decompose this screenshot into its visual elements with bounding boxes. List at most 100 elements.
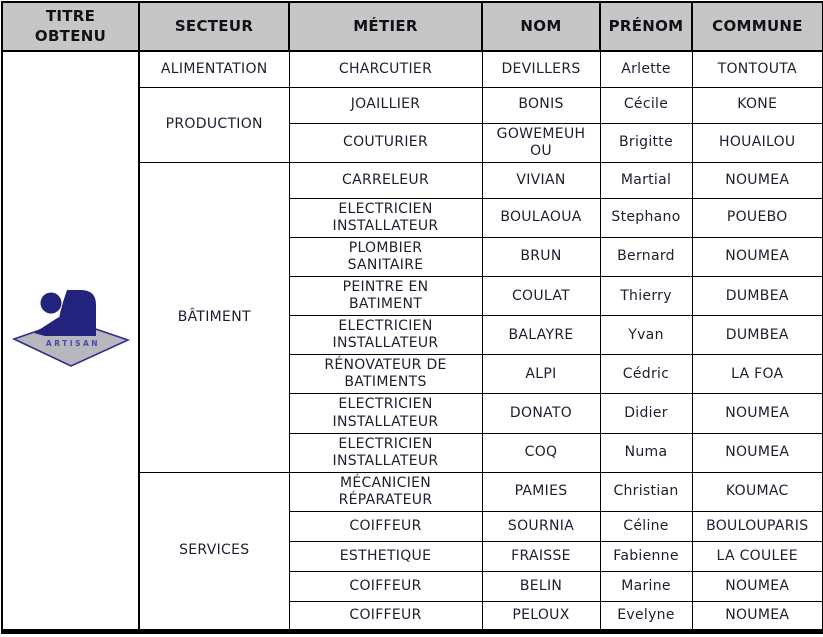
cell-commune: LA COULEE	[691, 540, 823, 572]
cell-nom: GOWEMEUHOU	[481, 122, 601, 163]
cell-metier: CHARCUTIER	[288, 50, 483, 88]
table-row: COIFFEUR SOURNIA Céline BOULOUPARIS	[2, 510, 823, 542]
table-row: ELECTRICIEN INSTALLATEUR DONATO Didier NOUM…	[2, 393, 823, 434]
cell-prenom: Yvan	[599, 315, 693, 356]
cell-nom: BALAYRE	[481, 315, 601, 356]
cell-nom: COQ	[481, 432, 601, 473]
table-row: RÉNOVATEUR DE BATIMENTS ALPI Cédric LA FOA	[2, 354, 823, 395]
cell-metier: COIFFEUR	[288, 510, 483, 542]
cell-nom: BOULAOUA	[481, 197, 601, 238]
table-body: ARTISAN ALIMENTATION CHARCUTIER DEVILLERS A…	[1, 50, 823, 632]
column-header-commune: COMMUNE	[691, 1, 823, 52]
cell-secteur: ALIMENTATION	[138, 50, 290, 88]
cell-commune: DUMBEA	[691, 275, 823, 317]
cell-secteur: SERVICES	[138, 471, 290, 632]
cell-prenom: Stephano	[599, 197, 693, 238]
column-header-titre-obtenu: TITRE OBTENU	[1, 1, 140, 52]
cell-metier: ELECTRICIEN INSTALLATEUR	[288, 315, 483, 356]
cell-prenom: Numa	[599, 432, 693, 473]
table-header: TITRE OBTENU SECTEUR MÉTIER NOM PRÉNOM C…	[1, 1, 823, 52]
column-header-secteur: SECTEUR	[138, 1, 290, 52]
cell-nom: BELIN	[481, 570, 601, 602]
cell-commune: NOUMEA	[691, 236, 823, 277]
cell-nom: PAMIES	[481, 471, 601, 512]
cell-commune: KOUMAC	[691, 471, 823, 512]
cell-metier: COUTURIER	[288, 122, 483, 163]
table-row: ELECTRICIEN INSTALLATEUR BOULAOUA Stephano…	[2, 197, 823, 238]
cell-commune: NOUMEA	[691, 161, 823, 199]
table-row: ARTISAN ALIMENTATION CHARCUTIER DEVILLERS A…	[1, 50, 823, 632]
cell-metier: RÉNOVATEUR DE BATIMENTS	[288, 354, 483, 395]
cell-metier: PLOMBIER SANITAIRE	[288, 236, 483, 277]
cell-commune: BOULOUPARIS	[691, 510, 823, 542]
cell-nom: BONIS	[481, 86, 601, 124]
cell-prenom: Bernard	[599, 236, 693, 277]
cell-commune: KONE	[691, 86, 823, 124]
cell-commune: NOUMEA	[691, 393, 823, 434]
titre-obtenu-cell: ARTISAN	[1, 50, 140, 632]
cell-commune: NOUMEA	[691, 600, 823, 632]
cell-prenom: Didier	[599, 393, 693, 434]
cell-metier: JOAILLIER	[288, 86, 483, 124]
artisan-logo: ARTISAN	[11, 290, 130, 368]
cell-nom: ALPI	[481, 354, 601, 395]
cell-commune: NOUMEA	[691, 570, 823, 602]
cell-metier: PEINTRE EN BATIMENT	[288, 275, 483, 317]
column-header-nom: NOM	[481, 1, 601, 52]
table-row: COUTURIER GOWEMEUHOU Brigitte HOUAILOU	[2, 122, 823, 163]
logo-a-wedge	[33, 317, 59, 337]
cell-metier: COIFFEUR	[288, 570, 483, 602]
cell-commune: TONTOUTA	[691, 50, 823, 88]
column-header-metier: MÉTIER	[288, 1, 483, 52]
cell-nom: DONATO	[481, 393, 601, 434]
cell-metier: COIFFEUR	[288, 600, 483, 632]
cell-prenom: Christian	[599, 471, 693, 512]
cell-metier: MÉCANICIEN RÉPARATEUR	[288, 471, 483, 512]
cell-nom: DEVILLERS	[481, 50, 601, 88]
cell-metier: CARRELEUR	[288, 161, 483, 199]
table-row: PLOMBIER SANITAIRE BRUN Bernard NOUMEA	[2, 236, 823, 277]
cell-metier: ELECTRICIEN INSTALLATEUR	[288, 197, 483, 238]
cell-prenom: Céline	[599, 510, 693, 542]
table-row: ELECTRICIEN INSTALLATEUR COQ Numa NOUMEA	[2, 432, 823, 473]
table-row: SERVICES MÉCANICIEN RÉPARATEUR PAMIES Chris…	[2, 471, 823, 632]
cell-prenom: Evelyne	[599, 600, 693, 632]
cell-commune: DUMBEA	[691, 315, 823, 356]
table-row: COIFFEUR BELIN Marine NOUMEA	[2, 570, 823, 602]
cell-metier: ESTHETIQUE	[288, 540, 483, 572]
cell-commune: NOUMEA	[691, 432, 823, 473]
table-row: PRODUCTION JOAILLIER BONIS Cécile KONE	[2, 86, 823, 163]
table-row: PEINTRE EN BATIMENT COULAT Thierry DUMBEA	[2, 275, 823, 317]
cell-metier: ELECTRICIEN INSTALLATEUR	[288, 393, 483, 434]
table-row: BÂTIMENT CARRELEUR VIVIAN Martial NOUMEA	[2, 161, 823, 473]
cell-nom: VIVIAN	[481, 161, 601, 199]
cell-commune: POUEBO	[691, 197, 823, 238]
cell-prenom: Cédric	[599, 354, 693, 395]
cell-prenom: Cécile	[599, 86, 693, 124]
cell-prenom: Arlette	[599, 50, 693, 88]
table-header-row: TITRE OBTENU SECTEUR MÉTIER NOM PRÉNOM C…	[1, 1, 823, 52]
cell-nom: SOURNIA	[481, 510, 601, 542]
table-row: ELECTRICIEN INSTALLATEUR BALAYRE Yvan DUMBE…	[2, 315, 823, 356]
cell-prenom: Martial	[599, 161, 693, 199]
cell-commune: LA FOA	[691, 354, 823, 395]
cell-nom: COULAT	[481, 275, 601, 317]
cell-nom: FRAISSE	[481, 540, 601, 572]
cell-secteur: BÂTIMENT	[138, 161, 290, 473]
cell-nom: PELOUX	[481, 600, 601, 632]
cell-prenom: Marine	[599, 570, 693, 602]
column-header-prenom: PRÉNOM	[599, 1, 693, 52]
cell-nom: BRUN	[481, 236, 601, 277]
table-row: COIFFEUR PELOUX Evelyne NOUMEA	[2, 600, 823, 632]
logo-a-shape	[55, 290, 96, 337]
logo-artisan-text: ARTISAN	[45, 339, 99, 348]
cell-prenom: Brigitte	[599, 122, 693, 163]
cell-secteur: PRODUCTION	[138, 86, 290, 163]
cell-metier: ELECTRICIEN INSTALLATEUR	[288, 432, 483, 473]
logo-a-head	[40, 292, 61, 314]
cell-prenom: Thierry	[599, 275, 693, 317]
cell-prenom: Fabienne	[599, 540, 693, 572]
cell-commune: HOUAILOU	[691, 122, 823, 163]
